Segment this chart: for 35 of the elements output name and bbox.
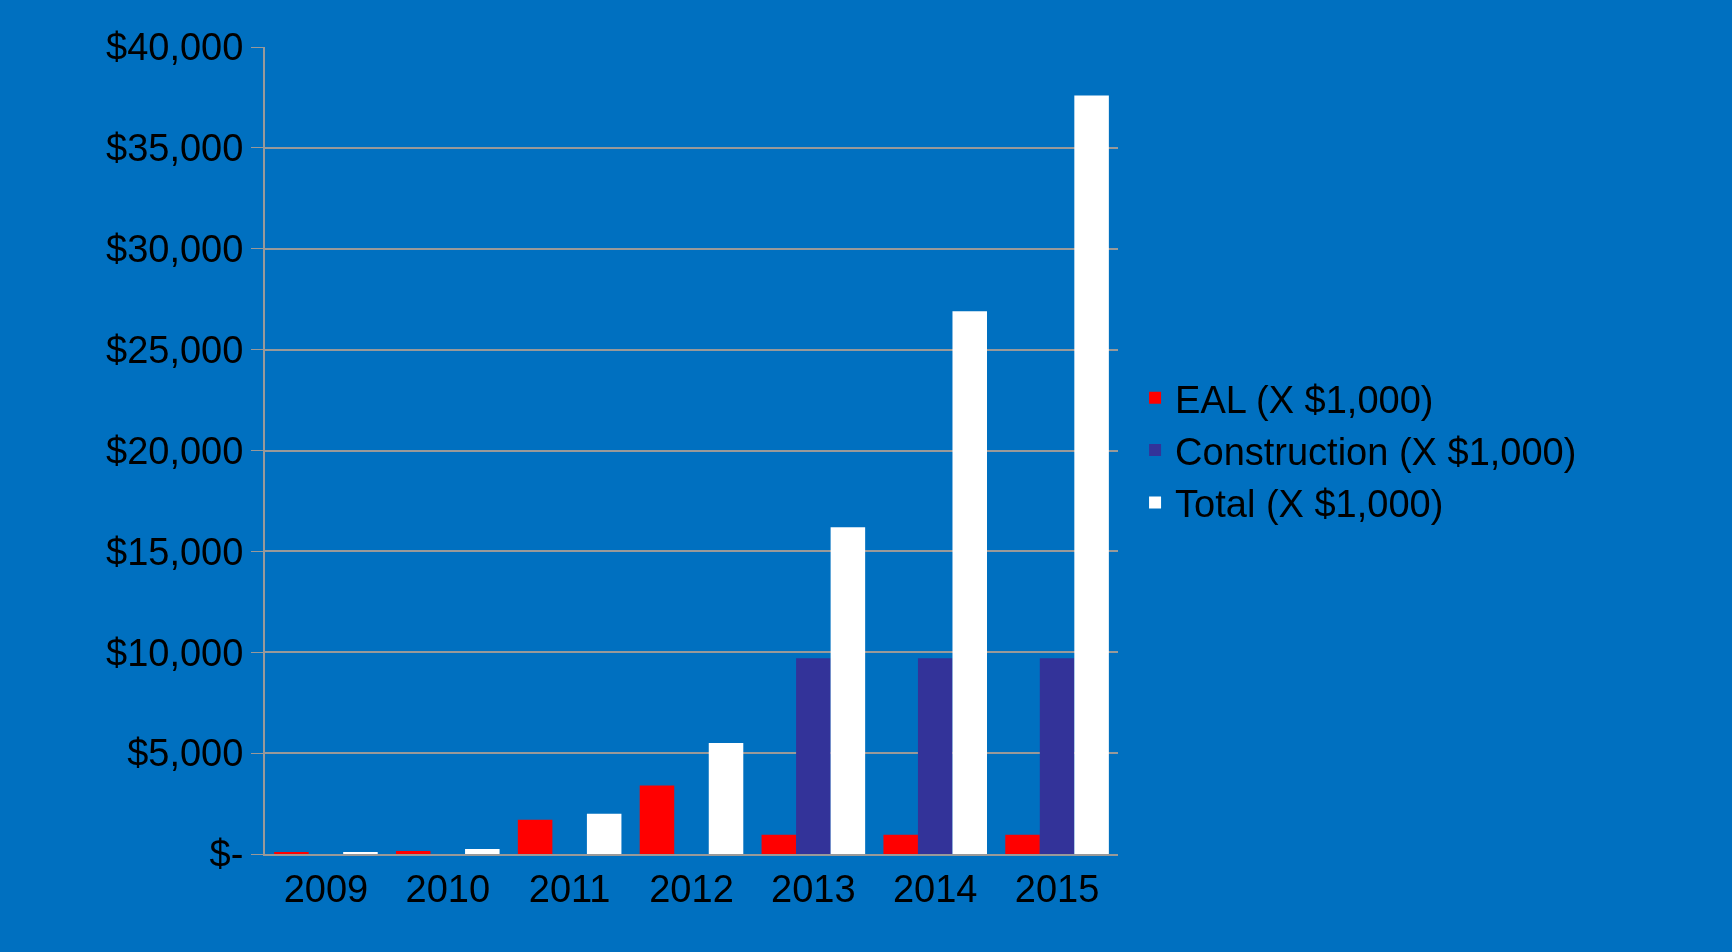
bar	[952, 311, 987, 854]
x-tick-label: 2011	[528, 867, 611, 910]
x-tick-label: 2014	[892, 867, 978, 910]
x-tick-label: 2009	[283, 867, 369, 910]
bar	[517, 819, 553, 854]
x-tick-label: 2010	[405, 867, 491, 910]
bar	[465, 848, 500, 854]
x-tick-label: 2013	[771, 867, 856, 910]
y-tick-label: $5,000	[127, 732, 244, 775]
y-tick-label: $35,000	[106, 127, 244, 170]
bar	[796, 658, 831, 854]
bar	[917, 658, 953, 854]
bar	[708, 743, 744, 854]
bar	[396, 850, 431, 854]
bar	[883, 834, 918, 854]
x-tick-label: 2012	[649, 867, 734, 910]
y-tick-label: $30,000	[106, 228, 244, 271]
bar	[761, 834, 797, 854]
y-tick-label: $25,000	[106, 328, 244, 371]
legend-label: Total (X $1,000)	[1175, 483, 1444, 526]
bar	[586, 813, 622, 854]
x-tick-label: 2015	[1014, 867, 1100, 910]
y-tick-label: $10,000	[106, 631, 244, 674]
bar	[639, 785, 675, 854]
y-tick-label: $-	[209, 833, 244, 876]
y-tick-label: $20,000	[106, 429, 244, 472]
legend-label: EAL (X $1,000)	[1175, 378, 1434, 421]
bar	[343, 851, 378, 854]
bar	[1005, 834, 1040, 854]
y-tick-label: $15,000	[106, 530, 244, 573]
y-tick-label: $40,000	[106, 26, 244, 69]
legend-label: Construction (X $1,000)	[1175, 430, 1577, 473]
bar	[1039, 658, 1075, 854]
bar	[830, 527, 866, 854]
bar	[1074, 95, 1109, 854]
